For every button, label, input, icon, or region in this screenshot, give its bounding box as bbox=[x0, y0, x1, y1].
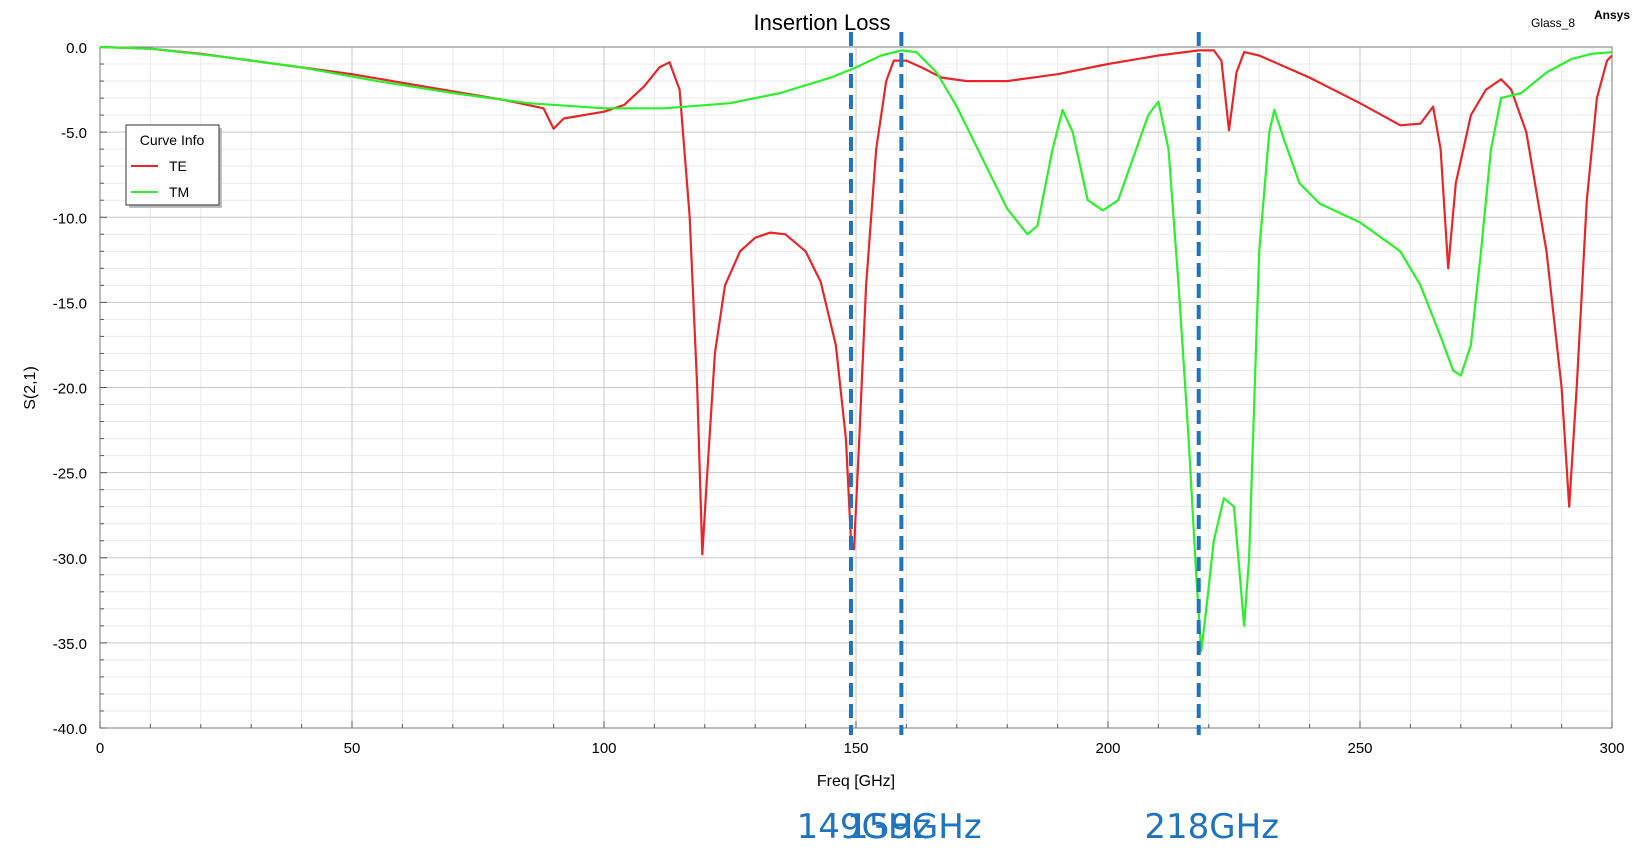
x-tick-label: 0 bbox=[96, 740, 104, 757]
y-tick-label: -10.0 bbox=[53, 210, 87, 227]
series-line-te bbox=[99, 45, 1613, 556]
y-tick-label: -20.0 bbox=[53, 381, 87, 398]
x-tick-label: 200 bbox=[1095, 740, 1120, 757]
legend-label-tm: TM bbox=[169, 184, 189, 200]
series-line-tm bbox=[99, 45, 1613, 653]
y-tick-label: -35.0 bbox=[53, 636, 87, 653]
x-tick-label: 250 bbox=[1347, 740, 1372, 757]
x-tick-label: 300 bbox=[1599, 740, 1624, 757]
x-axis-title: Freq [GHz] bbox=[817, 773, 895, 790]
y-tick-label: -25.0 bbox=[53, 466, 87, 483]
y-tick-label: 0.0 bbox=[66, 40, 87, 57]
y-axis-title: S(2,1) bbox=[22, 366, 39, 410]
axis-tick-marks bbox=[99, 46, 1613, 729]
y-tick-label: -15.0 bbox=[53, 295, 87, 312]
marker-label-159: 159GHz bbox=[847, 807, 982, 847]
x-tick-label: 50 bbox=[344, 740, 361, 757]
x-tick-label: 100 bbox=[591, 740, 616, 757]
marker-label-218: 218GHz bbox=[1144, 807, 1279, 847]
legend: Curve Info TE TM bbox=[125, 124, 222, 208]
y-tick-label: -40.0 bbox=[53, 721, 87, 738]
x-tick-labels: 0 50 100 150 200 250 300 bbox=[96, 740, 1625, 757]
brand-label: Ansys bbox=[1594, 8, 1630, 22]
y-tick-label: -30.0 bbox=[53, 551, 87, 568]
series-layer bbox=[99, 45, 1613, 653]
y-tick-label: -5.0 bbox=[61, 125, 87, 142]
project-label: Glass_8 bbox=[1531, 16, 1575, 30]
marker-label-149: 149GHz bbox=[797, 807, 932, 847]
legend-title: Curve Info bbox=[140, 132, 205, 148]
x-tick-label: 150 bbox=[843, 740, 868, 757]
legend-label-te: TE bbox=[169, 158, 187, 174]
chart-title: Insertion Loss bbox=[754, 10, 891, 35]
y-tick-labels: 0.0 -5.0 -10.0 -15.0 -20.0 -25.0 -30.0 -35.0 -40… bbox=[53, 40, 87, 738]
